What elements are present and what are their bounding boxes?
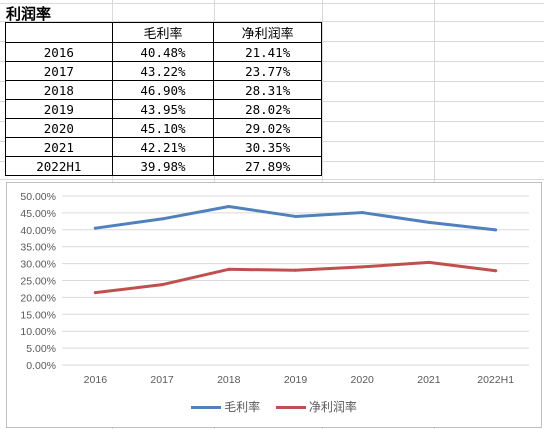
x-tick-label: 2022H1 [477, 374, 514, 386]
data-point-series-2 [360, 265, 364, 269]
data-point-series-1 [227, 204, 231, 208]
y-tick-label: 15.00% [20, 309, 56, 321]
table-row: 2020 45.10% 29.02% [5, 118, 322, 138]
table-cell[interactable]: 40.48% [111, 42, 215, 62]
y-tick-label: 40.00% [20, 225, 56, 237]
chart-plot-area: 0.00% 5.00% 10.00% 15.00% 20.00% 25.00% 30.00%… [20, 191, 529, 386]
y-tick-label: 30.00% [20, 259, 56, 271]
data-point-series-2 [294, 268, 297, 272]
y-tick-label: 25.00% [20, 276, 56, 288]
series-line-1 [93, 204, 498, 232]
table-cell[interactable]: 27.89% [213, 156, 322, 176]
data-point-series-1 [427, 220, 431, 224]
table-cell[interactable]: 46.90% [111, 80, 215, 100]
data-point-series-1 [360, 211, 364, 215]
table-cell[interactable]: 2018 [5, 80, 113, 100]
table-row: 2018 46.90% 28.31% [5, 80, 322, 100]
data-point-series-2 [427, 260, 431, 264]
grid-row-line [0, 21, 544, 22]
y-tick-label: 5.00% [26, 343, 56, 355]
y-tick-label: 10.00% [20, 326, 56, 338]
legend-item-series-1[interactable]: 毛利率 [191, 398, 260, 415]
table-cell[interactable]: 2019 [5, 99, 113, 119]
grid-row-line [0, 3, 544, 4]
legend-swatch [275, 406, 306, 409]
table-cell[interactable]: 23.77% [213, 61, 322, 81]
y-tick-label: 0.00% [26, 360, 56, 372]
table-cell[interactable]: 28.31% [213, 80, 322, 100]
table-header-cell[interactable] [5, 22, 113, 43]
table-cell[interactable]: 45.10% [111, 118, 215, 138]
x-tick-label: 2018 [217, 374, 241, 386]
data-point-series-2 [494, 269, 498, 273]
table-cell[interactable]: 2022H1 [5, 156, 113, 176]
table-row: 2021 42.21% 30.35% [5, 137, 322, 157]
x-tick-label: 2017 [150, 374, 174, 386]
y-tick-label: 45.00% [20, 208, 56, 220]
table-cell[interactable]: 28.02% [213, 99, 322, 119]
table-header-row: 毛利率 净利润率 [5, 22, 322, 43]
data-point-series-2 [93, 291, 97, 295]
table-row: 2022H1 39.98% 27.89% [5, 156, 322, 176]
table-cell[interactable]: 30.35% [213, 137, 322, 157]
table-cell[interactable]: 2016 [5, 42, 113, 62]
x-tick-label: 2020 [351, 374, 375, 386]
table-row: 2017 43.22% 23.77% [5, 61, 322, 81]
legend-swatch [191, 406, 222, 409]
y-tick-label: 35.00% [20, 242, 56, 254]
line-chart[interactable]: 0.00% 5.00% 10.00% 15.00% 20.00% 25.00% 30.00%… [6, 182, 542, 428]
data-table: 毛利率 净利润率 2016 40.48% 21.41% 2017 43.22% … [5, 22, 322, 176]
table-cell[interactable]: 2020 [5, 118, 113, 138]
x-tick-label: 2021 [417, 374, 441, 386]
table-cell[interactable]: 43.95% [111, 99, 215, 119]
table-cell[interactable]: 42.21% [111, 137, 215, 157]
legend-label: 净利润率 [308, 400, 357, 414]
data-point-series-1 [494, 228, 498, 232]
series-line-2 [93, 260, 498, 295]
y-tick-label: 50.00% [20, 191, 56, 203]
table-cell[interactable]: 21.41% [213, 42, 322, 62]
data-point-series-1 [93, 226, 97, 230]
table-row: 2019 43.95% 28.02% [5, 99, 322, 119]
x-tick-label: 2019 [284, 374, 308, 386]
data-point-series-2 [160, 283, 164, 287]
sheet-title: 利润率 [6, 5, 52, 23]
table-cell[interactable]: 39.98% [111, 156, 215, 176]
table-header-cell[interactable]: 净利润率 [213, 22, 322, 43]
x-tick-label: 2016 [84, 374, 108, 386]
table-header-cell[interactable]: 毛利率 [111, 22, 215, 43]
data-point-series-1 [294, 214, 297, 218]
table-cell[interactable]: 2017 [5, 61, 113, 81]
table-cell[interactable]: 2021 [5, 137, 113, 157]
table-cell[interactable]: 43.22% [111, 61, 215, 81]
legend-label: 毛利率 [224, 400, 261, 414]
y-tick-label: 20.00% [20, 292, 56, 304]
data-point-series-2 [227, 267, 231, 271]
table-cell[interactable]: 29.02% [213, 118, 322, 138]
table-row: 2016 40.48% 21.41% [5, 42, 322, 62]
data-point-series-1 [160, 217, 164, 221]
legend-item-series-2[interactable]: 净利润率 [275, 398, 357, 415]
chart-legend[interactable]: 毛利率 净利润率 [7, 398, 541, 415]
grid-row-line [0, 179, 544, 180]
